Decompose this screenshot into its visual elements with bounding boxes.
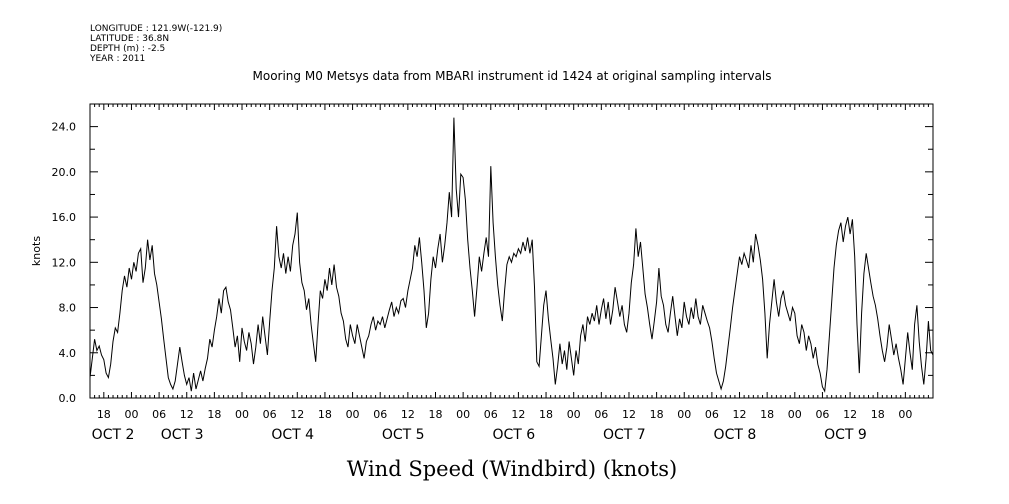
x-tick-label: 00 xyxy=(898,408,912,421)
x-tick-label: 18 xyxy=(428,408,442,421)
meta-year: YEAR : 2011 xyxy=(89,54,145,64)
date-label: OCT 3 xyxy=(161,427,204,443)
y-tick-label: 0.0 xyxy=(59,392,77,405)
meta-longitude: LONGITUDE : 121.9W(-121.9) xyxy=(90,24,222,34)
date-label: OCT 2 xyxy=(92,427,135,443)
x-tick-label: 06 xyxy=(152,408,166,421)
station-metadata: LONGITUDE : 121.9W(-121.9) LATITUDE : 36… xyxy=(89,24,222,64)
y-tick-label: 4.0 xyxy=(59,347,77,360)
x-tick-label: 00 xyxy=(567,408,581,421)
x-tick-label: 00 xyxy=(677,408,691,421)
date-label: OCT 8 xyxy=(714,427,757,443)
wind-speed-series-line xyxy=(89,117,934,393)
x-tick-label: 12 xyxy=(511,408,525,421)
y-tick-label: 8.0 xyxy=(59,302,77,315)
x-tick-label: 06 xyxy=(594,408,608,421)
x-tick-label: 12 xyxy=(290,408,304,421)
x-tick-label: 12 xyxy=(843,408,857,421)
x-tick-label: 18 xyxy=(97,408,111,421)
y-tick-label: 20.0 xyxy=(52,166,77,179)
x-tick-label: 06 xyxy=(263,408,277,421)
y-tick-label: 24.0 xyxy=(52,121,77,134)
x-tick-label: 18 xyxy=(207,408,221,421)
x-tick-label: 18 xyxy=(318,408,332,421)
date-label: OCT 7 xyxy=(603,427,646,443)
date-label: OCT 9 xyxy=(824,427,867,443)
x-tick-label: 00 xyxy=(788,408,802,421)
x-tick-label: 06 xyxy=(815,408,829,421)
x-tick-label: 12 xyxy=(733,408,747,421)
x-tick-label: 12 xyxy=(622,408,636,421)
date-label: OCT 4 xyxy=(271,427,314,443)
x-tick-label: 00 xyxy=(124,408,138,421)
y-tick-labels: 0.0 4.0 8.0 12.0 16.0 20.0 24.0 xyxy=(52,121,77,405)
x-tick-label: 06 xyxy=(484,408,498,421)
x-axis-label: Wind Speed (Windbird) (knots) xyxy=(347,457,677,481)
y-tick-label: 12.0 xyxy=(52,256,77,269)
x-tick-label: 12 xyxy=(401,408,415,421)
x-tick-label: 00 xyxy=(456,408,470,421)
x-tick-label: 18 xyxy=(871,408,885,421)
x-tick-label: 18 xyxy=(760,408,774,421)
x-tick-label: 06 xyxy=(705,408,719,421)
x-tick-labels: 18 00 06 12 18 00 06 12 18 00 06 12 18 00 06 12 18 00 06 12… xyxy=(97,408,913,421)
x-tick-label: 00 xyxy=(235,408,249,421)
y-axis-label: knots xyxy=(30,236,43,266)
axis-ticks xyxy=(89,103,934,399)
meta-latitude: LATITUDE : 36.8N xyxy=(90,34,169,44)
y-tick-label: 16.0 xyxy=(52,211,77,224)
meta-depth: DEPTH (m) : -2.5 xyxy=(90,44,165,54)
chart-title: Mooring M0 Metsys data from MBARI instru… xyxy=(253,69,772,83)
x-tick-label: 18 xyxy=(650,408,664,421)
x-tick-label: 12 xyxy=(180,408,194,421)
date-label: OCT 6 xyxy=(492,427,535,443)
x-tick-label: 18 xyxy=(539,408,553,421)
plot-frame xyxy=(89,103,934,399)
x-tick-label: 00 xyxy=(346,408,360,421)
date-label: OCT 5 xyxy=(382,427,425,443)
x-tick-label: 06 xyxy=(373,408,387,421)
date-labels: OCT 2 OCT 3 OCT 4 OCT 5 OCT 6 OCT 7 OCT 8 OCT 9 xyxy=(92,427,867,443)
